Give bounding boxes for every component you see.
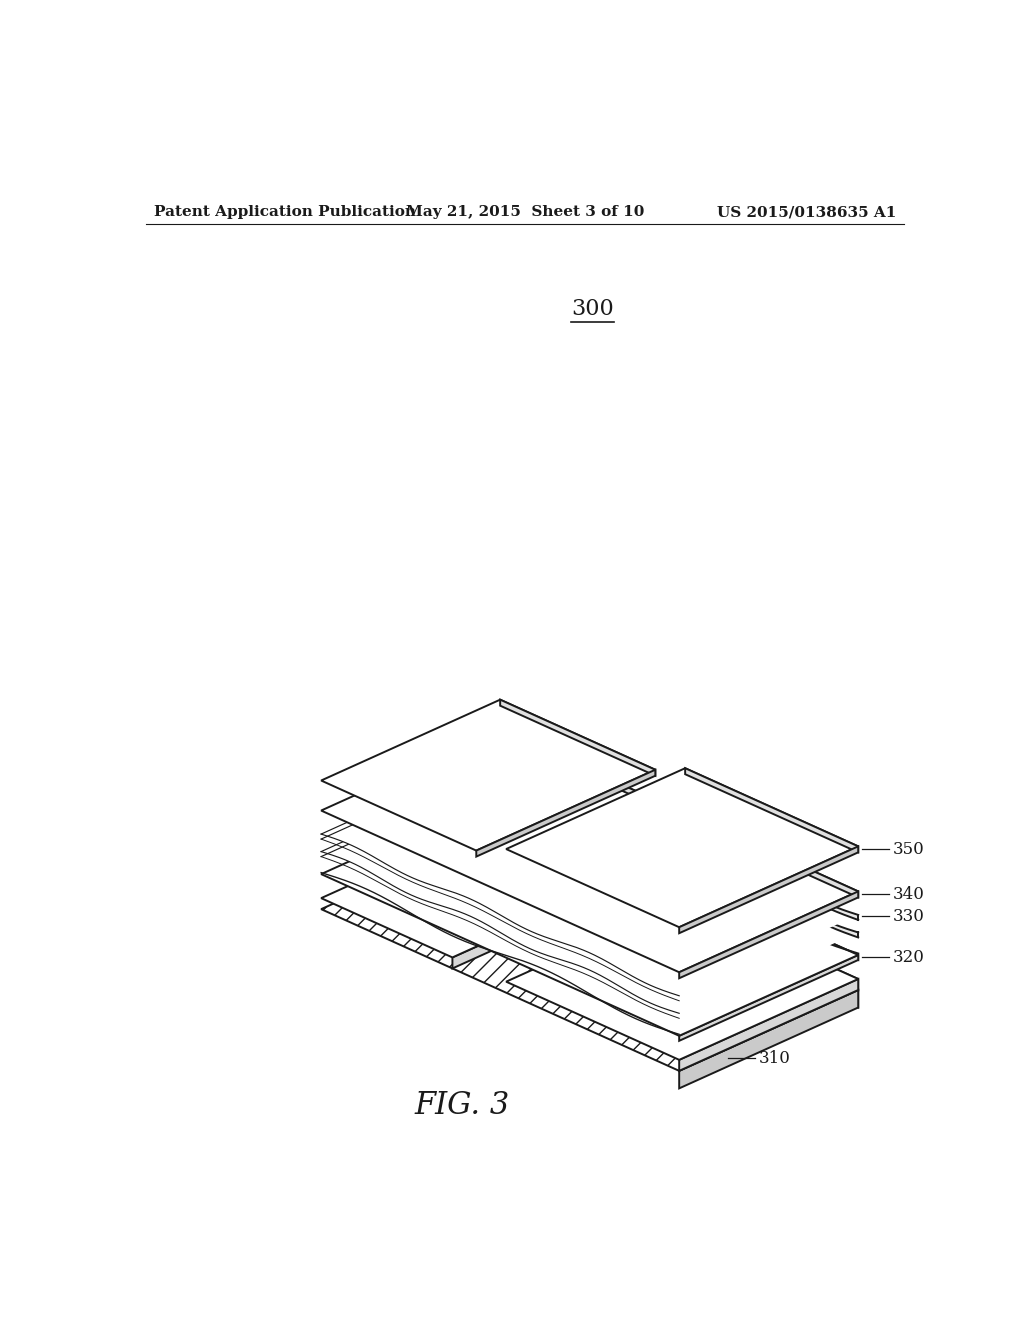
Text: 340: 340 [893, 886, 925, 903]
Polygon shape [322, 730, 858, 973]
Polygon shape [500, 817, 632, 887]
Polygon shape [679, 979, 858, 1071]
Polygon shape [322, 829, 858, 1071]
Polygon shape [322, 754, 858, 995]
Polygon shape [500, 730, 858, 898]
Polygon shape [453, 876, 632, 969]
Text: 350: 350 [893, 841, 925, 858]
Polygon shape [322, 817, 632, 957]
Polygon shape [500, 754, 858, 920]
Polygon shape [500, 700, 655, 776]
Polygon shape [476, 770, 655, 857]
Text: FIG. 3: FIG. 3 [414, 1090, 509, 1121]
Text: 310: 310 [759, 1049, 791, 1067]
Text: 320: 320 [893, 949, 925, 966]
Text: US 2015/0138635 A1: US 2015/0138635 A1 [717, 206, 896, 219]
Polygon shape [322, 793, 858, 1036]
Polygon shape [506, 768, 858, 927]
Polygon shape [506, 900, 858, 1060]
Polygon shape [685, 900, 858, 990]
Text: 300: 300 [571, 298, 614, 321]
Polygon shape [500, 793, 858, 960]
Polygon shape [500, 829, 858, 1007]
Text: May 21, 2015  Sheet 3 of 10: May 21, 2015 Sheet 3 of 10 [406, 206, 644, 219]
Polygon shape [322, 700, 655, 850]
Text: 330: 330 [893, 908, 925, 925]
Polygon shape [500, 771, 858, 937]
Polygon shape [679, 846, 858, 933]
Polygon shape [679, 954, 858, 1040]
Polygon shape [322, 771, 858, 1014]
Polygon shape [679, 891, 858, 978]
Polygon shape [679, 990, 858, 1089]
Polygon shape [685, 768, 858, 853]
Text: Patent Application Publication: Patent Application Publication [154, 206, 416, 219]
